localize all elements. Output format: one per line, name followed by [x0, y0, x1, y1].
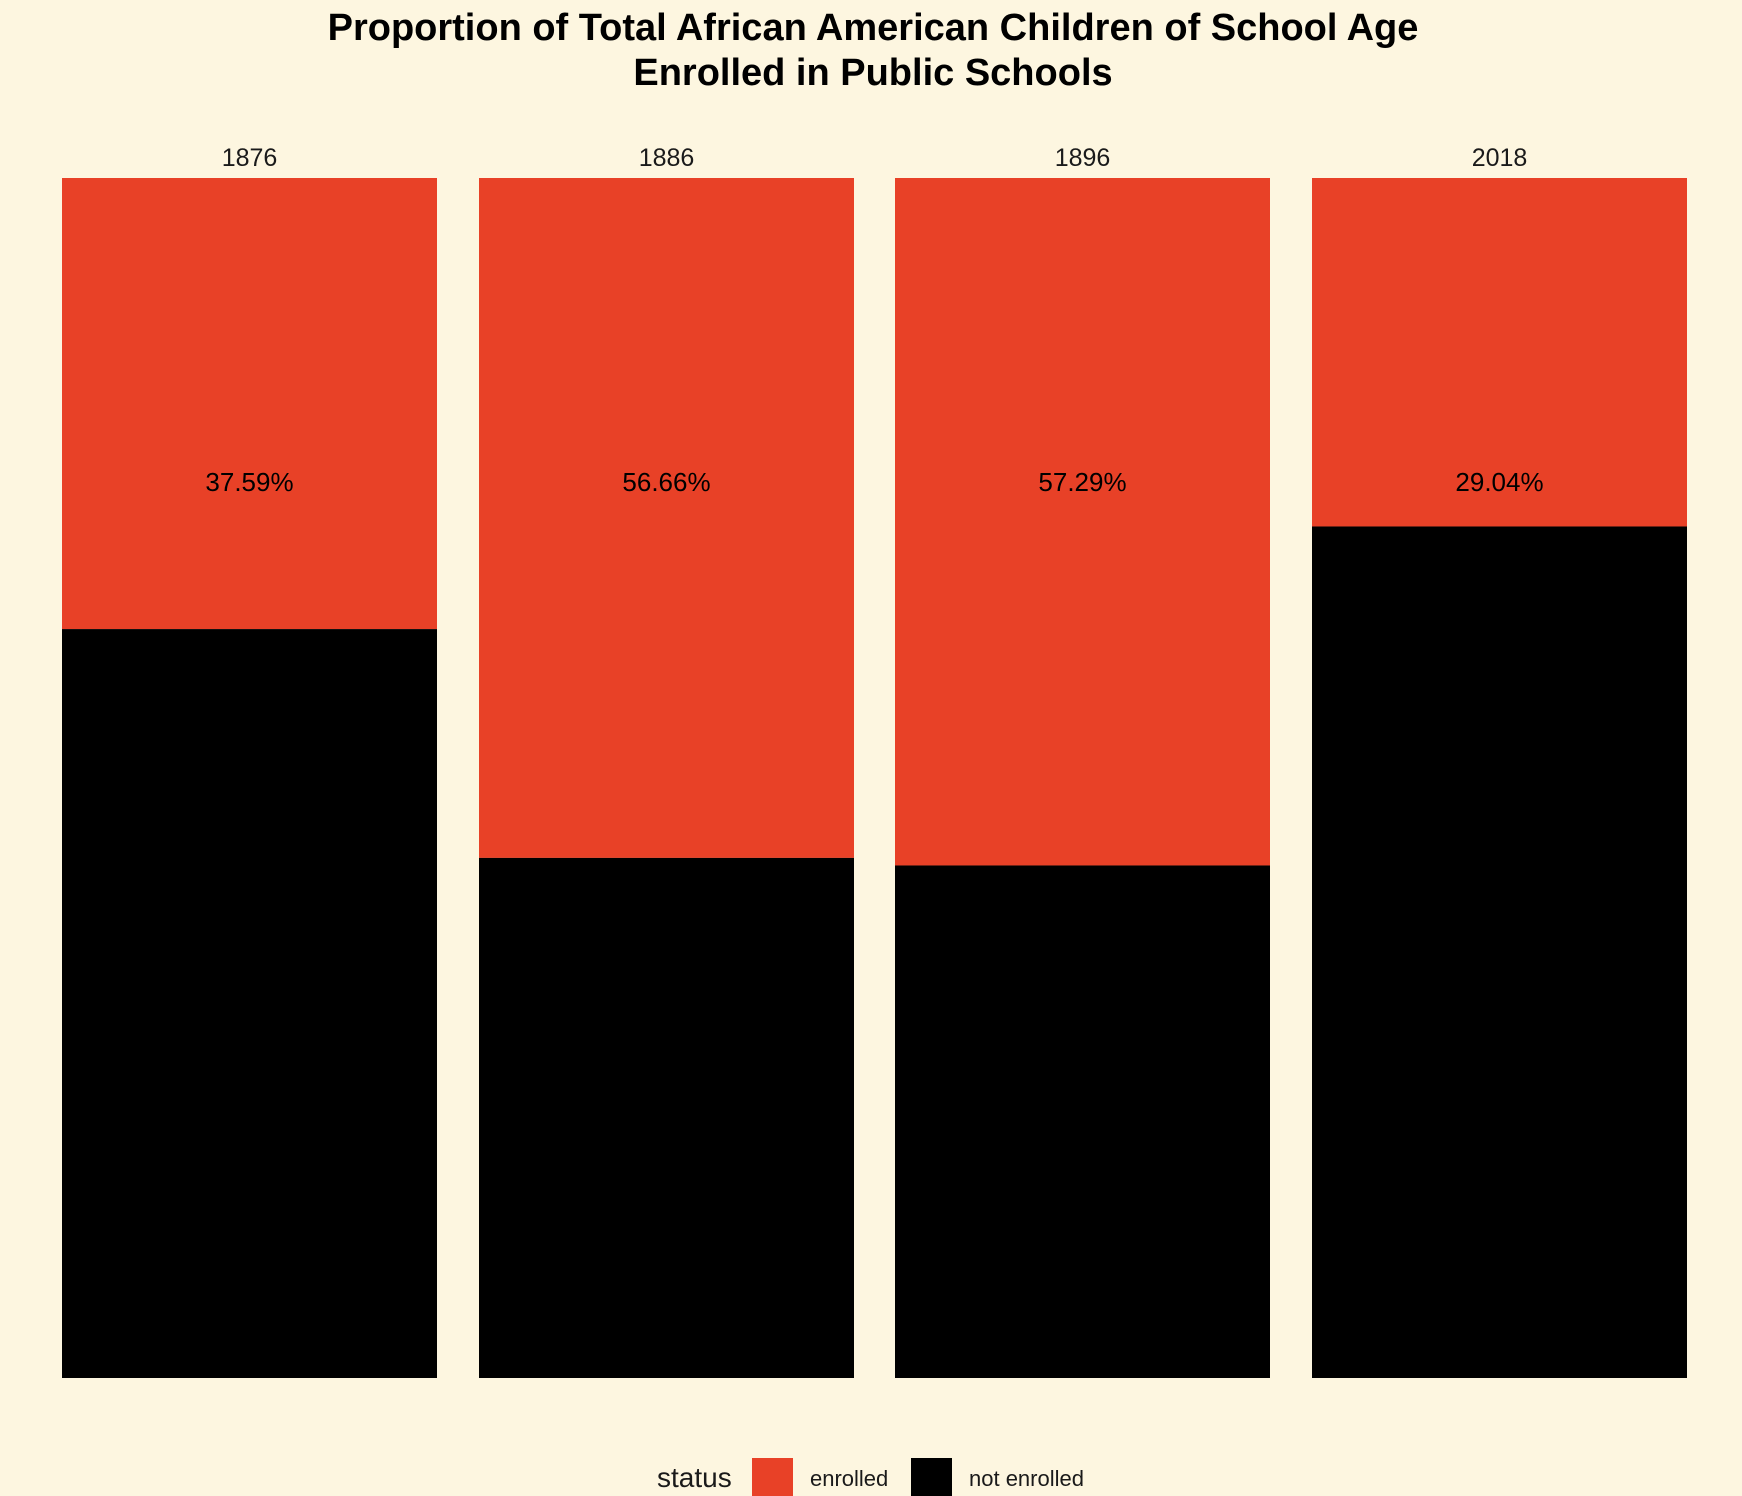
data-label-2018: 29.04%: [1455, 467, 1543, 497]
legend-label-not-enrolled: not enrolled: [969, 1466, 1084, 1491]
bars-layer: 1876 37.59% 1886 56.66% 1896 57.29% 2018 29.04%: [62, 144, 1687, 1378]
data-label-1896: 57.29%: [1038, 467, 1126, 497]
bar-enrolled-1896: [895, 178, 1270, 866]
facet-label-2018: 2018: [1472, 144, 1528, 172]
facet-1896: 1896 57.29%: [895, 144, 1270, 1378]
legend-swatch-not-enrolled: [911, 1458, 952, 1496]
facet-label-1876: 1876: [222, 144, 278, 172]
bar-not-enrolled-1876: [62, 629, 437, 1378]
bar-enrolled-1876: [62, 178, 437, 630]
facet-label-1886: 1886: [639, 144, 695, 172]
legend: status enrolled not enrolled: [657, 1458, 1084, 1496]
bar-enrolled-1886: [479, 178, 854, 858]
facet-2018: 2018 29.04%: [1312, 144, 1687, 1378]
bar-not-enrolled-1896: [895, 865, 1270, 1378]
facet-1886: 1886 56.66%: [479, 144, 854, 1378]
legend-label-enrolled: enrolled: [810, 1466, 888, 1491]
chart-title-line-2: Enrolled in Public Schools: [633, 52, 1112, 94]
bar-not-enrolled-2018: [1312, 526, 1687, 1378]
bar-not-enrolled-1886: [479, 857, 854, 1378]
bar-enrolled-2018: [1312, 178, 1687, 527]
legend-title: status: [657, 1462, 732, 1493]
facet-label-1896: 1896: [1055, 144, 1111, 172]
data-label-1876: 37.59%: [205, 467, 293, 497]
chart-title-line-1: Proportion of Total African American Chi…: [328, 7, 1419, 49]
data-label-1886: 56.66%: [622, 467, 710, 497]
facet-1876: 1876 37.59%: [62, 144, 437, 1378]
legend-swatch-enrolled: [752, 1458, 793, 1496]
